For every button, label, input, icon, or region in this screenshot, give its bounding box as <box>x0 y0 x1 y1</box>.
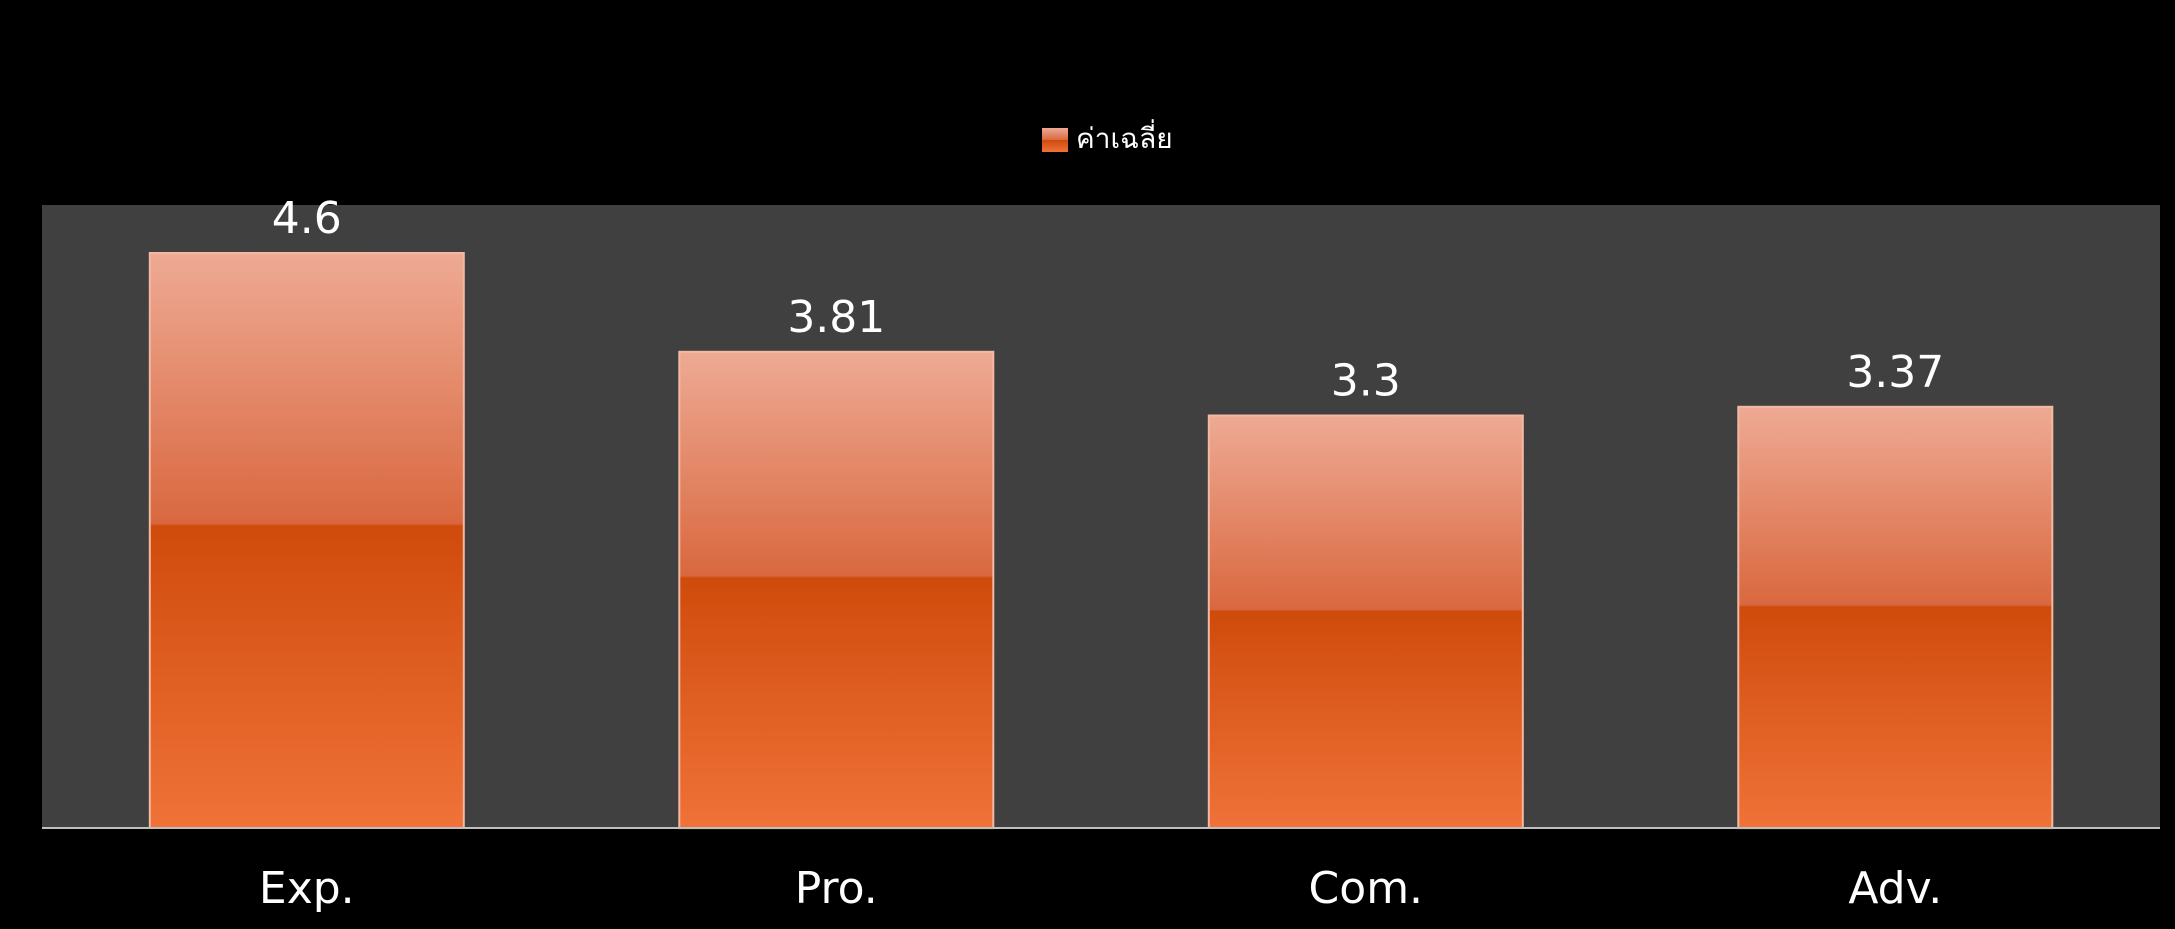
x-tick-label: Pro. <box>795 863 878 914</box>
bar-adv <box>1737 405 2054 830</box>
x-tick-label: Exp. <box>259 863 355 914</box>
data-label: 4.6 <box>272 193 342 244</box>
legend: ค่าเฉลี่ย <box>1042 119 1173 155</box>
x-tick-label: Com. <box>1309 863 1424 914</box>
x-axis-tick-labels: Exp. Pro. Com. Adv. <box>259 863 1942 914</box>
legend-label: ค่าเฉลี่ย <box>1076 119 1173 155</box>
bars <box>148 252 2054 830</box>
data-labels: 4.6 3.81 3.3 3.37 <box>272 193 1944 407</box>
legend-swatch <box>1042 128 1068 152</box>
data-label: 3.3 <box>1331 356 1401 407</box>
bar-com <box>1207 414 1524 829</box>
x-tick-label: Adv. <box>1848 863 1942 914</box>
bar-exp <box>148 252 465 829</box>
data-label: 3.81 <box>787 292 885 343</box>
data-label: 3.37 <box>1846 347 1944 398</box>
bar-pro <box>678 350 995 830</box>
